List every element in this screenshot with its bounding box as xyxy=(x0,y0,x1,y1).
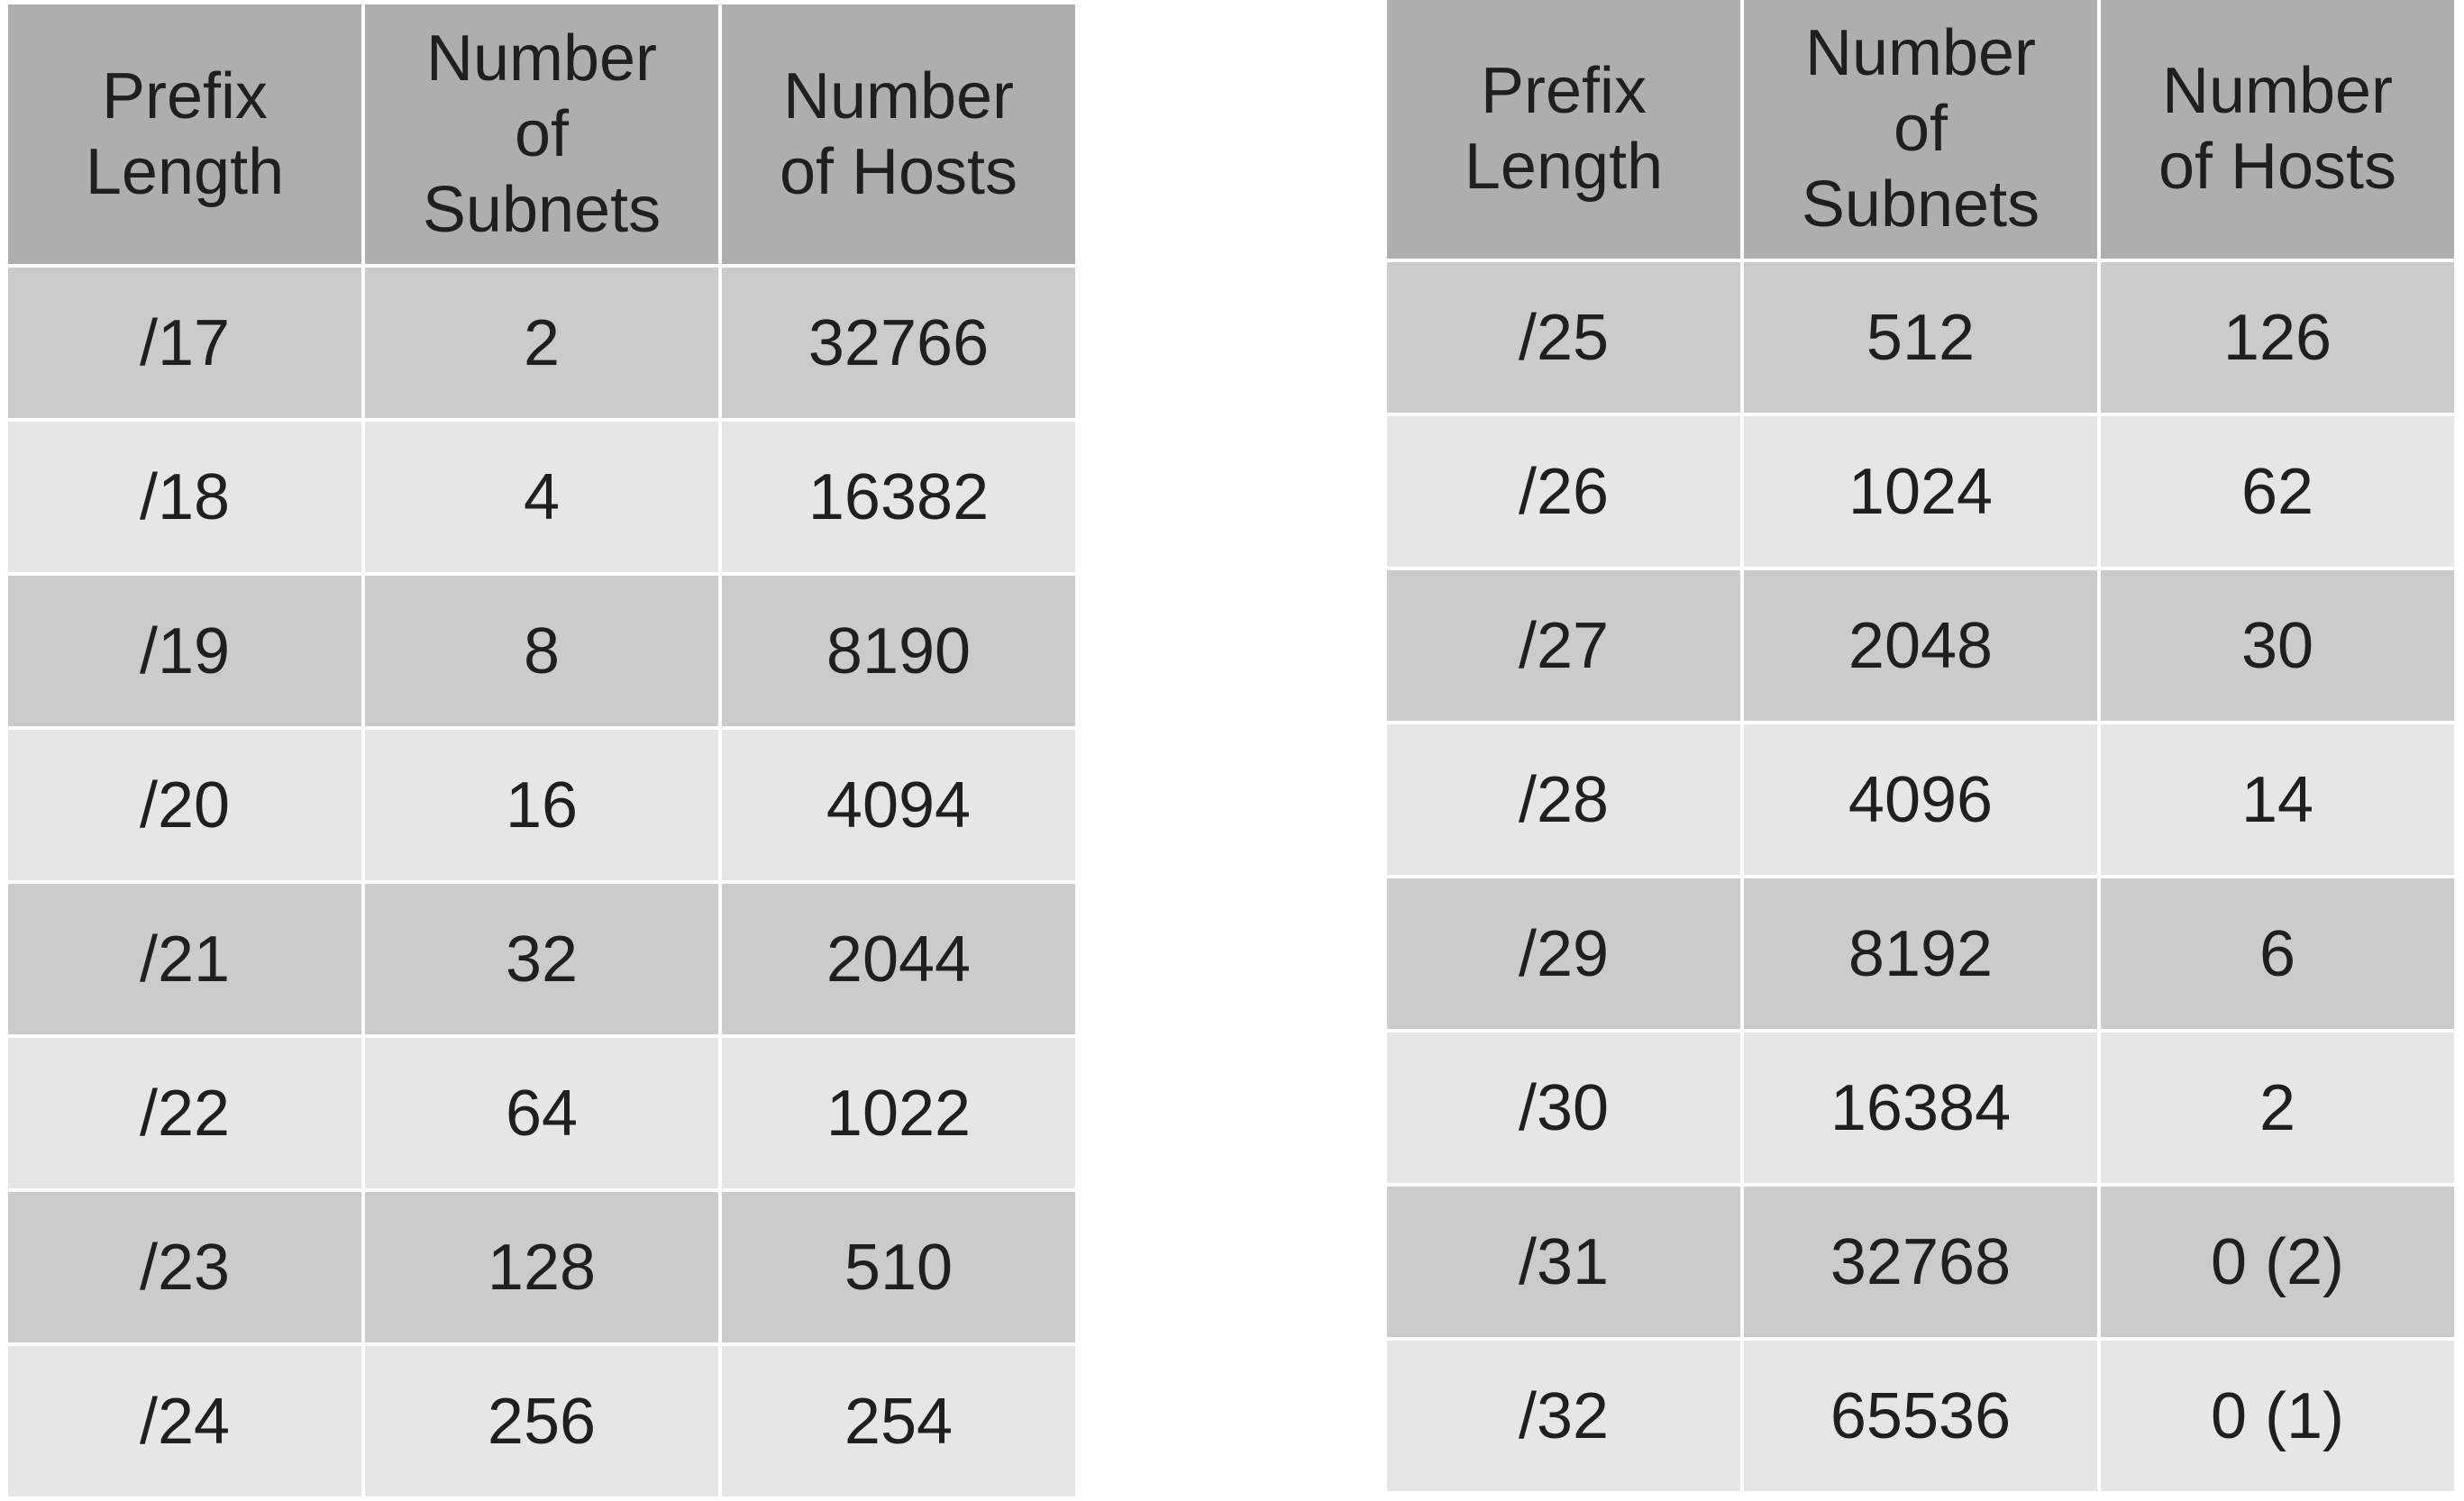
table-row: /22 64 1022 xyxy=(8,1038,1075,1188)
cell-prefix: /28 xyxy=(1387,724,1740,875)
cell-prefix: /19 xyxy=(8,576,361,726)
table-header-row: Prefix Length Number of Subnets Number o… xyxy=(8,5,1075,264)
cell-prefix: /23 xyxy=(8,1192,361,1342)
cell-prefix: /18 xyxy=(8,422,361,572)
table-row: /30 16384 2 xyxy=(1387,1033,2454,1183)
cell-prefix: /32 xyxy=(1387,1341,1740,1491)
table-row: /32 65536 0 (1) xyxy=(1387,1341,2454,1491)
table-row: /26 1024 62 xyxy=(1387,416,2454,567)
header-prefix-length: Prefix Length xyxy=(8,5,361,264)
cell-prefix: /29 xyxy=(1387,878,1740,1029)
cell-subnets: 8 xyxy=(365,576,718,726)
cell-hosts: 16382 xyxy=(722,422,1075,572)
cell-hosts: 0 (1) xyxy=(2101,1341,2454,1491)
cell-subnets: 16384 xyxy=(1744,1033,2097,1183)
table-row: /31 32768 0 (2) xyxy=(1387,1187,2454,1337)
cell-subnets: 64 xyxy=(365,1038,718,1188)
table-row: /17 2 32766 xyxy=(8,268,1075,418)
cell-prefix: /27 xyxy=(1387,570,1740,721)
cell-prefix: /17 xyxy=(8,268,361,418)
cell-subnets: 16 xyxy=(365,730,718,880)
cell-hosts: 2 xyxy=(2101,1033,2454,1183)
cell-hosts: 6 xyxy=(2101,878,2454,1029)
cell-hosts: 126 xyxy=(2101,262,2454,413)
cell-hosts: 2044 xyxy=(722,884,1075,1034)
cell-prefix: /26 xyxy=(1387,416,1740,567)
table-header-row: Prefix Length Number of Subnets Number o… xyxy=(1387,0,2454,259)
table-row: /23 128 510 xyxy=(8,1192,1075,1342)
header-number-of-hosts: Number of Hosts xyxy=(722,5,1075,264)
cell-prefix: /25 xyxy=(1387,262,1740,413)
cell-subnets: 512 xyxy=(1744,262,2097,413)
cell-subnets: 4 xyxy=(365,422,718,572)
cell-hosts: 4094 xyxy=(722,730,1075,880)
cell-subnets: 2048 xyxy=(1744,570,2097,721)
table-row: /29 8192 6 xyxy=(1387,878,2454,1029)
cell-subnets: 1024 xyxy=(1744,416,2097,567)
table-row: /21 32 2044 xyxy=(8,884,1075,1034)
table-row: /19 8 8190 xyxy=(8,576,1075,726)
header-prefix-length: Prefix Length xyxy=(1387,0,1740,259)
cell-hosts: 510 xyxy=(722,1192,1075,1342)
cell-subnets: 2 xyxy=(365,268,718,418)
cell-hosts: 1022 xyxy=(722,1038,1075,1188)
table-row: /28 4096 14 xyxy=(1387,724,2454,875)
cell-hosts: 62 xyxy=(2101,416,2454,567)
cell-hosts: 0 (2) xyxy=(2101,1187,2454,1337)
header-number-of-subnets: Number of Subnets xyxy=(1744,0,2097,259)
cell-subnets: 256 xyxy=(365,1346,718,1496)
table-row: /25 512 126 xyxy=(1387,262,2454,413)
table-row: /27 2048 30 xyxy=(1387,570,2454,721)
table-row: /18 4 16382 xyxy=(8,422,1075,572)
cell-subnets: 8192 xyxy=(1744,878,2097,1029)
subnet-table-right: Prefix Length Number of Subnets Number o… xyxy=(1383,0,2458,1495)
cell-prefix: /22 xyxy=(8,1038,361,1188)
cell-subnets: 32768 xyxy=(1744,1187,2097,1337)
cell-subnets: 32 xyxy=(365,884,718,1034)
cell-hosts: 14 xyxy=(2101,724,2454,875)
cell-prefix: /20 xyxy=(8,730,361,880)
cell-subnets: 128 xyxy=(365,1192,718,1342)
cell-hosts: 32766 xyxy=(722,268,1075,418)
subnet-table-left: Prefix Length Number of Subnets Number o… xyxy=(5,1,1079,1500)
cell-prefix: /30 xyxy=(1387,1033,1740,1183)
cell-hosts: 254 xyxy=(722,1346,1075,1496)
header-number-of-hosts: Number of Hosts xyxy=(2101,0,2454,259)
table-row: /24 256 254 xyxy=(8,1346,1075,1496)
cell-prefix: /21 xyxy=(8,884,361,1034)
cell-prefix: /31 xyxy=(1387,1187,1740,1337)
cell-hosts: 30 xyxy=(2101,570,2454,721)
header-number-of-subnets: Number of Subnets xyxy=(365,5,718,264)
table-row: /20 16 4094 xyxy=(8,730,1075,880)
cell-prefix: /24 xyxy=(8,1346,361,1496)
cell-subnets: 4096 xyxy=(1744,724,2097,875)
cell-subnets: 65536 xyxy=(1744,1341,2097,1491)
cell-hosts: 8190 xyxy=(722,576,1075,726)
